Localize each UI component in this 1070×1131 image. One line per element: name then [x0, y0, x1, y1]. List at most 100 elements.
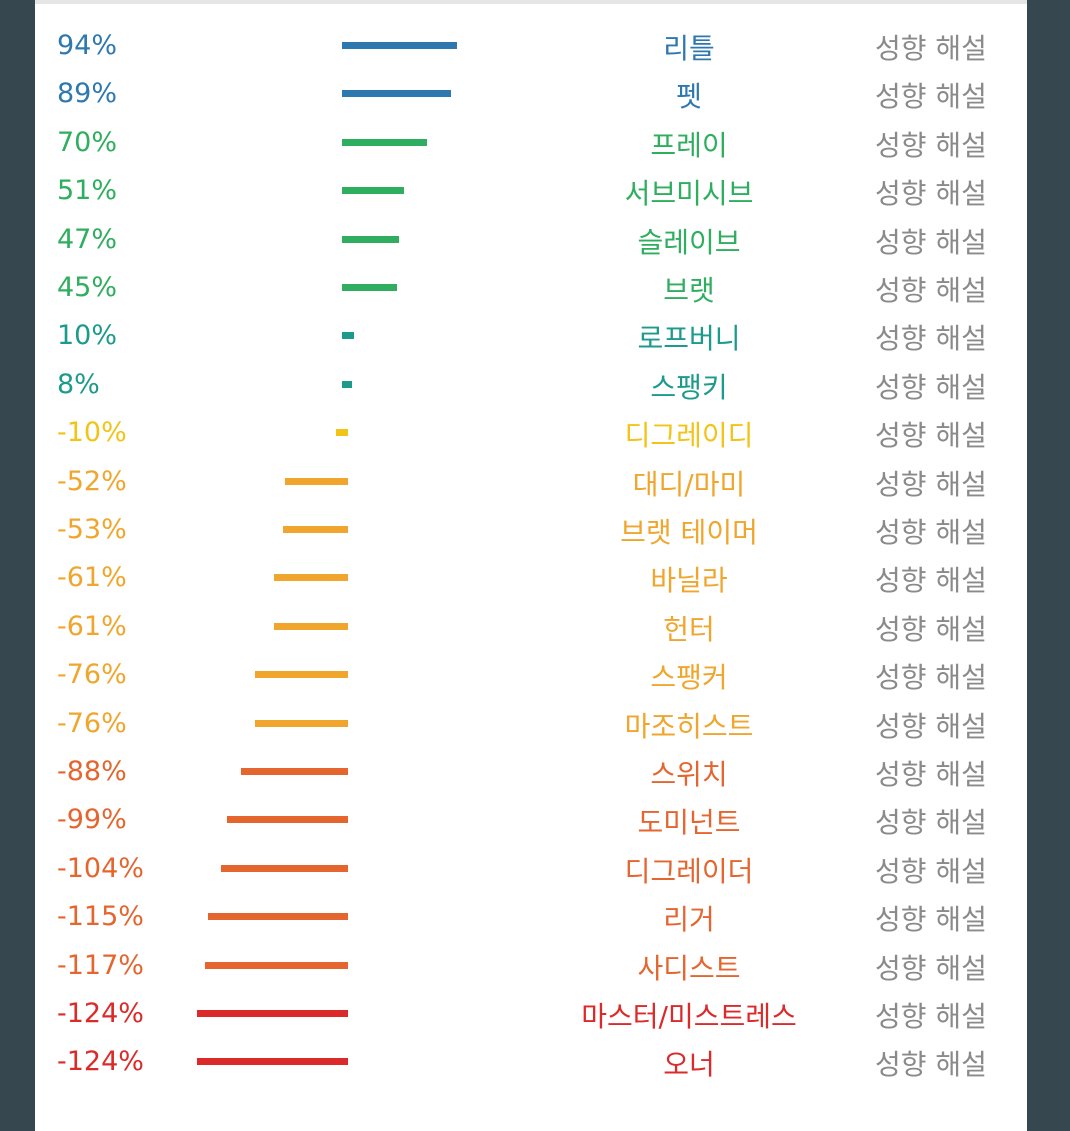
trait-description-link[interactable]: 성향 해설 [875, 1048, 987, 1082]
value-label: -53% [57, 514, 127, 545]
category-label: 마스터/미스트레스 [581, 1000, 797, 1033]
table-row: 70% 프레이 성향 해설 [35, 123, 1027, 171]
category-label: 대디/마미 [632, 467, 746, 501]
bar [205, 961, 348, 969]
value-label: -61% [57, 562, 127, 594]
bar [221, 864, 348, 872]
table-row: -124% 오너 성향 해설 [35, 1042, 1027, 1090]
value-label: -76% [57, 707, 127, 739]
table-row: -104% 디그레이더 성향 해설 [35, 849, 1027, 897]
category-label: 슬레이브 [637, 225, 741, 259]
trait-description-link[interactable]: 성향 해설 [875, 419, 987, 453]
category-label: 브랫 [663, 274, 715, 307]
results-panel: 94% 리틀 성향 해설 89% 펫 성향 해설 70% 프레이 성향 해설 51% 서브미시브 성향… [35, 0, 1027, 1131]
value-label: -52% [57, 465, 127, 497]
table-row: 10% 로프버니 성향 해설 [35, 316, 1027, 364]
bar [240, 768, 348, 775]
value-label: -124% [57, 998, 144, 1029]
table-row: -76% 마조히스트 성향 해설 [35, 704, 1027, 752]
bar [342, 380, 352, 388]
category-label: 오너 [663, 1048, 715, 1082]
value-label: 94% [57, 30, 118, 61]
bar [227, 816, 348, 824]
value-label: 51% [57, 175, 118, 207]
bar [342, 332, 355, 340]
bar [196, 1058, 348, 1066]
value-label: -104% [57, 852, 144, 884]
table-row: 51% 서브미시브 성향 해설 [35, 171, 1027, 219]
trait-description-link[interactable]: 성향 해설 [875, 467, 987, 501]
trait-description-link[interactable]: 성향 해설 [875, 128, 987, 162]
table-row: -124% 마스터/미스트레스 성향 해설 [35, 994, 1027, 1042]
category-label: 스팽커 [650, 661, 728, 695]
bar [342, 284, 397, 291]
trait-description-link[interactable]: 성향 해설 [875, 1000, 987, 1033]
bar [342, 90, 451, 98]
bar [342, 42, 457, 49]
trait-description-link[interactable]: 성향 해설 [875, 612, 987, 646]
table-row: -52% 대디/마미 성향 해설 [35, 462, 1027, 510]
trait-description-link[interactable]: 성향 해설 [875, 758, 987, 791]
table-row: -61% 바닐라 성향 해설 [35, 558, 1027, 606]
trait-description-link[interactable]: 성향 해설 [875, 370, 987, 404]
trait-description-link[interactable]: 성향 해설 [875, 80, 987, 114]
category-label: 디그레이디 [624, 419, 754, 453]
table-row: -10% 디그레이디 성향 해설 [35, 413, 1027, 461]
table-row: 94% 리틀 성향 해설 [35, 26, 1027, 74]
trait-description-link[interactable]: 성향 해설 [875, 709, 987, 743]
trait-description-link[interactable]: 성향 해설 [875, 854, 987, 888]
trait-description-link[interactable]: 성향 해설 [875, 903, 987, 937]
top-divider [35, 0, 1027, 4]
category-label: 브랫 테이머 [620, 516, 758, 549]
value-label: -88% [57, 756, 127, 787]
category-label: 스팽키 [650, 370, 728, 404]
table-row: -53% 브랫 테이머 성향 해설 [35, 510, 1027, 558]
trait-description-link[interactable]: 성향 해설 [875, 516, 987, 549]
value-label: 10% [57, 320, 118, 352]
table-row: -99% 도미넌트 성향 해설 [35, 800, 1027, 848]
value-label: 45% [57, 272, 118, 303]
value-label: -76% [57, 659, 127, 691]
category-label: 헌터 [663, 612, 715, 646]
trait-description-link[interactable]: 성향 해설 [875, 951, 987, 985]
table-row: -88% 스위치 성향 해설 [35, 752, 1027, 800]
bar [207, 913, 348, 921]
bar [255, 671, 348, 679]
trait-description-link[interactable]: 성향 해설 [875, 661, 987, 695]
bar [196, 1010, 348, 1017]
category-label: 펫 [676, 80, 702, 114]
trait-description-link[interactable]: 성향 해설 [875, 322, 987, 356]
value-label: 89% [57, 78, 118, 110]
category-label: 프레이 [650, 128, 728, 162]
category-label: 로프버니 [637, 322, 741, 356]
value-label: -10% [57, 417, 127, 449]
trait-description-link[interactable]: 성향 해설 [875, 274, 987, 307]
bar [342, 235, 400, 243]
bar [273, 574, 348, 582]
bar [284, 477, 348, 485]
trait-description-link[interactable]: 성향 해설 [875, 225, 987, 259]
table-row: 47% 슬레이브 성향 해설 [35, 220, 1027, 268]
category-label: 도미넌트 [637, 806, 741, 840]
value-label: -61% [57, 610, 127, 642]
value-label: -99% [57, 804, 127, 836]
table-row: -76% 스팽커 성향 해설 [35, 655, 1027, 703]
table-row: 89% 펫 성향 해설 [35, 74, 1027, 122]
trait-description-link[interactable]: 성향 해설 [875, 32, 987, 65]
value-label: -124% [57, 1046, 144, 1078]
result-list: 94% 리틀 성향 해설 89% 펫 성향 해설 70% 프레이 성향 해설 51% 서브미시브 성향… [35, 0, 1027, 1131]
category-label: 바닐라 [650, 564, 728, 598]
value-label: 70% [57, 126, 118, 158]
bar [342, 187, 405, 195]
table-row: -61% 헌터 성향 해설 [35, 607, 1027, 655]
value-label: 8% [57, 368, 100, 400]
table-row: -117% 사디스트 성향 해설 [35, 946, 1027, 994]
trait-description-link[interactable]: 성향 해설 [875, 564, 987, 598]
value-label: 47% [57, 223, 118, 255]
category-label: 서브미시브 [624, 177, 754, 211]
value-label: -117% [57, 949, 144, 981]
trait-description-link[interactable]: 성향 해설 [875, 177, 987, 211]
bar [342, 138, 428, 146]
trait-description-link[interactable]: 성향 해설 [875, 806, 987, 840]
category-label: 리틀 [663, 32, 715, 65]
